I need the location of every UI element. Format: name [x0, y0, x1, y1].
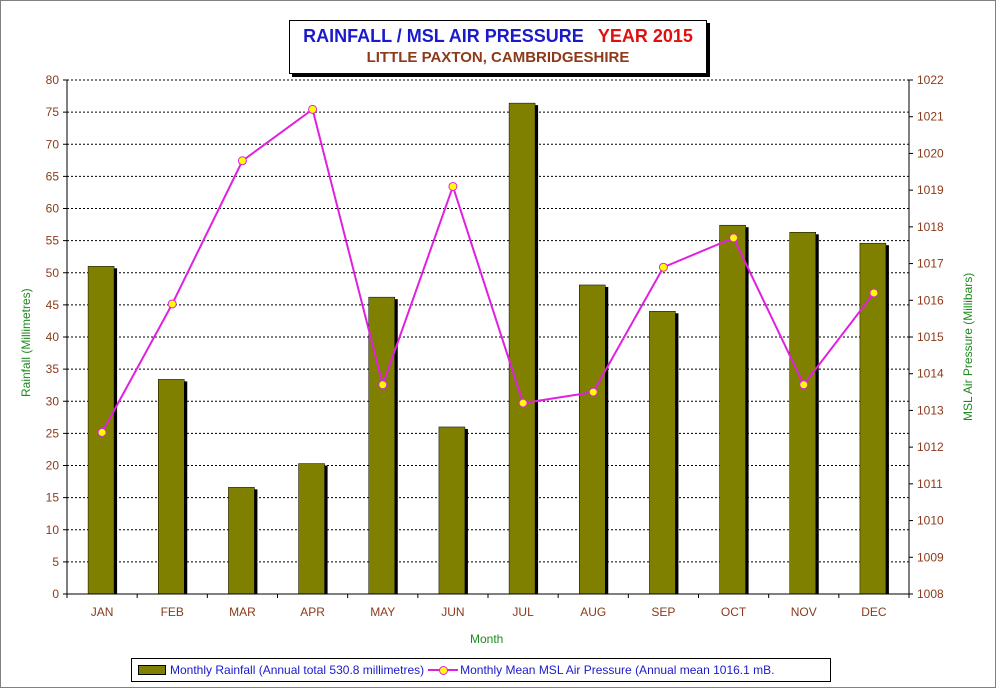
tick-labels: 0510152025303540455055606570758010081009… — [46, 73, 944, 619]
chart-title-main: RAINFALL / MSL AIR PRESSURE — [303, 26, 584, 46]
x-tick-label: FEB — [161, 605, 184, 619]
bar-apr — [298, 463, 325, 595]
y-tick-label-right: 1013 — [917, 403, 944, 417]
y-tick-label-left: 20 — [46, 459, 60, 473]
y-tick-label-right: 1015 — [917, 330, 944, 344]
y-tick-label-left: 65 — [46, 169, 60, 183]
x-axis-title: Month — [470, 632, 504, 646]
bar-oct — [719, 224, 746, 595]
y-tick-label-right: 1018 — [917, 220, 944, 234]
legend-label-rainfall: Monthly Rainfall (Annual total 530.8 mil… — [170, 663, 425, 677]
x-tick-label: MAR — [229, 605, 256, 619]
pressure-series-line — [101, 107, 875, 433]
y-tick-label-left: 45 — [46, 298, 60, 312]
bar-aug — [579, 284, 606, 595]
y-tick-label-left: 40 — [46, 330, 60, 344]
bar-feb — [158, 379, 185, 595]
axes — [63, 79, 913, 598]
pressure-point-nov — [799, 380, 809, 390]
bar-sep — [649, 311, 676, 595]
pressure-point-apr — [308, 104, 318, 114]
pressure-point-jul — [518, 398, 528, 408]
y-tick-label-left: 35 — [46, 362, 60, 376]
y-tick-label-right: 1016 — [917, 293, 944, 307]
legend-swatch-pressure — [428, 664, 459, 676]
y-tick-label-right: 1021 — [917, 110, 944, 124]
y-tick-label-right: 1010 — [917, 514, 944, 528]
y-tick-label-left: 75 — [46, 105, 60, 119]
y-tick-label-right: 1008 — [917, 587, 944, 601]
x-tick-label: AUG — [580, 605, 606, 619]
x-tick-label: JUN — [441, 605, 464, 619]
y-tick-label-right: 1020 — [917, 146, 944, 160]
pressure-point-aug — [588, 387, 598, 397]
legend: Monthly Rainfall (Annual total 530.8 mil… — [131, 658, 831, 682]
pressure-point-sep — [658, 262, 668, 272]
y-tick-label-right: 1009 — [917, 550, 944, 564]
chart-title-box: RAINFALL / MSL AIR PRESSURE YEAR 2015 LIT… — [289, 20, 707, 74]
y-tick-label-right: 1022 — [917, 73, 944, 87]
chart-subtitle: LITTLE PAXTON, CAMBRIDGESHIRE — [366, 49, 630, 66]
pressure-point-dec — [869, 288, 879, 298]
y-tick-label-right: 1011 — [917, 477, 943, 491]
x-tick-label: SEP — [651, 605, 675, 619]
pressure-point-may — [378, 380, 388, 390]
y-tick-label-left: 10 — [46, 523, 60, 537]
bar-jun — [438, 426, 466, 595]
pressure-point-feb — [167, 299, 177, 309]
y-tick-label-left: 50 — [46, 266, 60, 280]
y-tick-label-right: 1019 — [917, 183, 944, 197]
y-axis-right-title: MSL Air Pressure (Millibars) — [961, 272, 975, 421]
y-tick-label-left: 15 — [46, 491, 60, 505]
y-tick-label-left: 5 — [52, 555, 59, 569]
pressure-point-oct — [729, 233, 739, 243]
pressure-line — [97, 104, 879, 437]
y-axis-left-title: Rainfall (Millimetres) — [19, 288, 33, 397]
legend-item-rainfall: Monthly Rainfall (Annual total 530.8 mil… — [138, 663, 424, 677]
y-tick-label-left: 25 — [46, 426, 60, 440]
legend-label-pressure: Monthly Mean MSL Air Pressure (Annual me… — [460, 663, 775, 677]
bar-nov — [789, 232, 816, 595]
x-tick-label: DEC — [861, 605, 887, 619]
chart-title-year: YEAR 2015 — [597, 26, 693, 46]
y-tick-label-right: 1012 — [917, 440, 944, 454]
y-tick-label-left: 55 — [46, 234, 60, 248]
chart-title: RAINFALL / MSL AIR PRESSURE YEAR 2015 — [290, 26, 706, 47]
y-tick-label-left: 0 — [52, 587, 59, 601]
y-tick-label-right: 1017 — [917, 257, 944, 271]
y-tick-label-left: 70 — [46, 137, 60, 151]
y-tick-label-right: 1014 — [917, 367, 944, 381]
pressure-point-jan — [97, 427, 107, 437]
y-tick-label-left: 30 — [46, 394, 60, 408]
pressure-point-mar — [237, 156, 247, 166]
x-tick-label: JAN — [91, 605, 114, 619]
legend-item-pressure: Monthly Mean MSL Air Pressure (Annual me… — [428, 663, 774, 677]
bar-jul — [508, 102, 536, 595]
bar-mar — [228, 487, 255, 595]
x-tick-label: JUL — [512, 605, 534, 619]
legend-swatch-rainfall — [138, 665, 166, 675]
bar-dec — [859, 242, 887, 595]
y-tick-label-left: 60 — [46, 202, 60, 216]
gridlines — [67, 79, 909, 563]
x-tick-label: MAY — [370, 605, 395, 619]
x-tick-label: APR — [300, 605, 325, 619]
x-tick-label: OCT — [721, 605, 747, 619]
y-tick-label-left: 80 — [46, 73, 60, 87]
pressure-point-jun — [448, 181, 458, 191]
x-tick-label: NOV — [791, 605, 817, 619]
